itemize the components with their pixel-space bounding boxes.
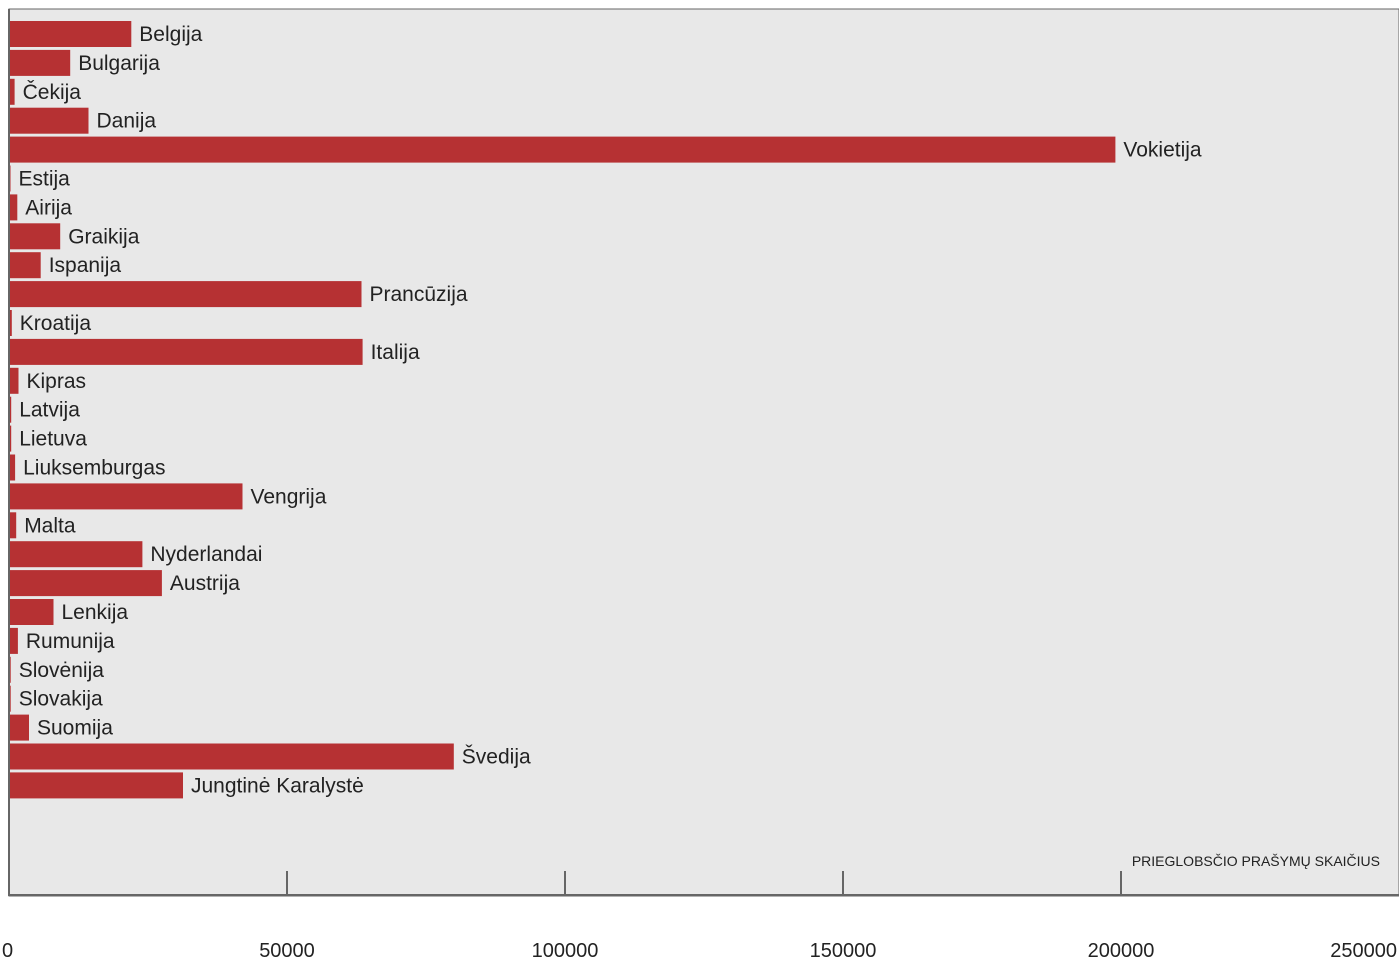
bar-label-12: Kipras [27,370,87,393]
bar-15 [9,454,16,481]
bar-19 [9,570,162,597]
bar-label-22: Slovėnija [19,659,105,682]
bar-14 [9,425,12,452]
bar-label-11: Italija [371,341,420,364]
bar-18 [9,541,143,568]
bar-label-9: Prancūzija [370,283,468,306]
bar-label-1: Bulgarija [78,52,160,75]
bar-label-2: Čekija [23,81,82,104]
bar-8 [9,252,41,279]
bar-label-24: Suomija [37,717,113,740]
bar-label-25: Švedija [462,746,531,769]
bar-label-18: Nyderlandai [150,543,262,566]
x-tick-label-0: 0 [2,940,13,959]
bar-26 [9,772,183,799]
bars-group [9,21,1116,799]
bar-24 [9,714,29,741]
x-tick-label-2: 100000 [532,940,599,959]
x-axis-title: PRIEGLOBSČIO PRAŠYMŲ SKAIČIUS [1132,853,1380,869]
bar-label-16: Vengrija [251,485,327,508]
bar-21 [9,627,18,654]
bar-7 [9,223,61,250]
bar-label-26: Jungtinė Karalystė [191,774,364,797]
bar-label-5: Estija [19,168,71,191]
bar-label-10: Kroatija [20,312,92,335]
bar-label-19: Austrija [170,572,240,595]
x-ticks-group: 0 50000 100000 150000 200000 250000 [2,871,1397,959]
bar-label-13: Latvija [19,399,80,422]
bar-10 [9,310,12,336]
bar-12 [9,367,19,394]
bar-label-15: Liuksemburgas [23,457,165,480]
x-tick-label-4: 200000 [1088,940,1155,959]
bar-1 [9,49,71,76]
bar-labels-group: Belgija Bulgarija Čekija Danija Vokietija Est… [19,23,1202,797]
x-tick-label-1: 50000 [259,940,315,959]
bar-label-21: Rumunija [26,630,115,653]
bar-6 [9,194,18,221]
bar-label-3: Danija [97,110,157,133]
bar-4 [9,136,1116,163]
bar-16 [9,483,243,510]
bar-label-23: Slovakija [19,688,103,711]
bar-label-8: Ispanija [49,254,122,277]
bar-label-20: Lenkija [62,601,129,624]
bar-2 [9,78,15,105]
bar-13 [9,396,12,423]
bar-25 [9,743,454,770]
x-tick-label-5: 250000 [1330,940,1397,959]
bar-20 [9,599,54,625]
bar-label-14: Lietuva [19,428,87,451]
bar-label-4: Vokietija [1123,139,1202,162]
bar-label-0: Belgija [139,23,202,46]
bar-3 [9,107,89,134]
bar-17 [9,512,17,539]
bar-label-7: Graikija [68,225,140,248]
bar-0 [9,21,132,47]
bar-9 [9,281,362,308]
bar-label-6: Airija [25,196,72,219]
x-tick-label-3: 150000 [810,940,877,959]
bar-label-17: Malta [24,514,76,537]
bar-11 [9,338,363,365]
